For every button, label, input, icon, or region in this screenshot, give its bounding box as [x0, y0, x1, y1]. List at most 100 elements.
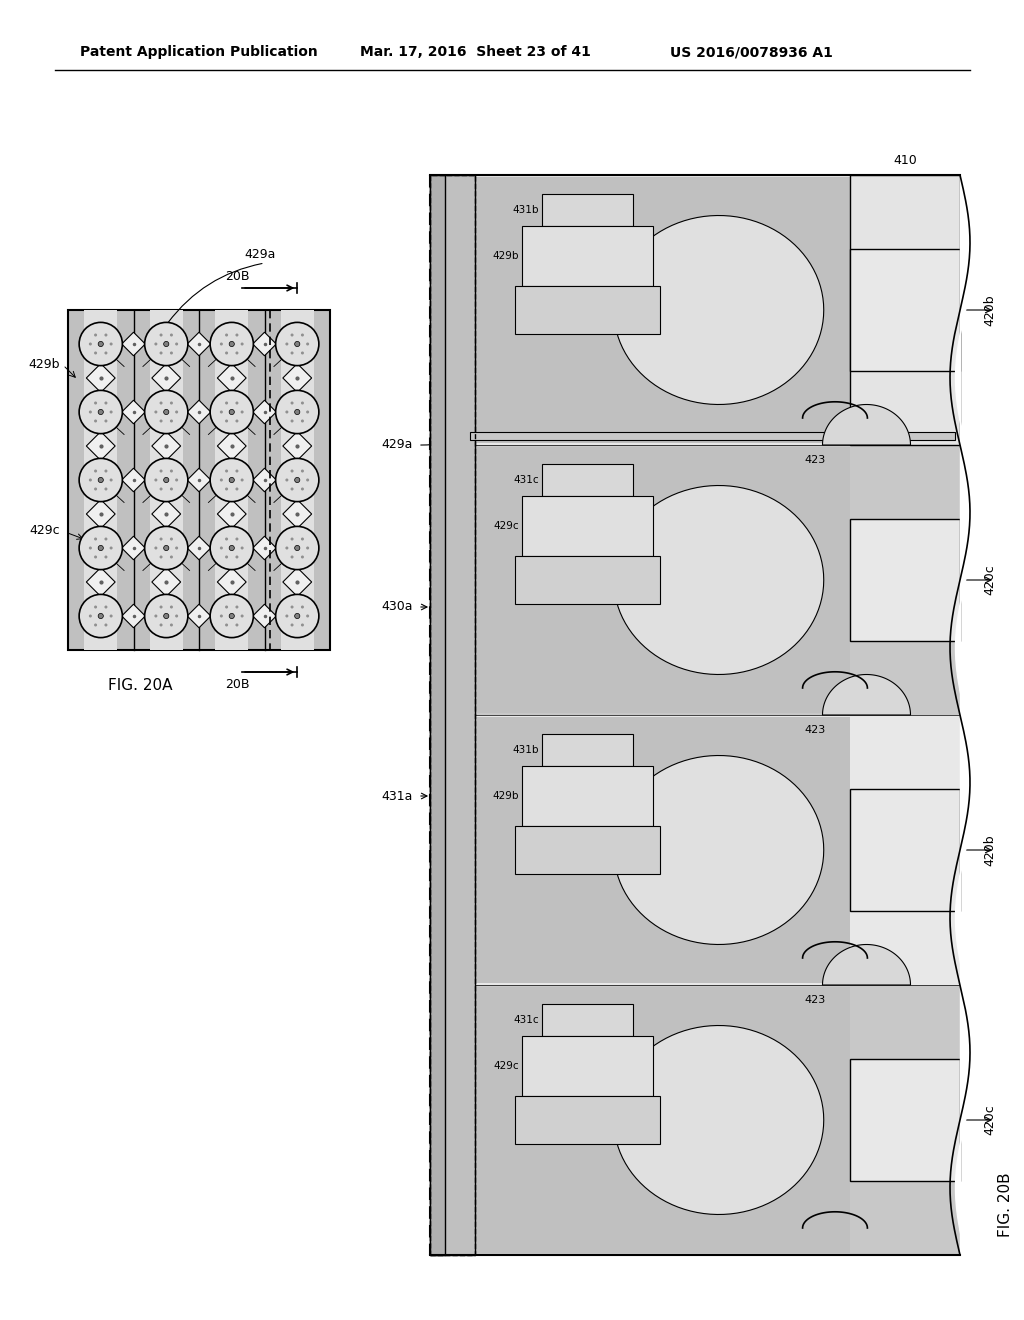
- Circle shape: [210, 322, 253, 366]
- Polygon shape: [283, 432, 311, 461]
- Circle shape: [170, 470, 173, 473]
- Circle shape: [220, 411, 223, 413]
- Circle shape: [144, 391, 187, 433]
- Polygon shape: [122, 605, 145, 628]
- Circle shape: [170, 537, 173, 540]
- Polygon shape: [122, 469, 145, 492]
- Circle shape: [295, 614, 300, 619]
- Circle shape: [160, 623, 163, 627]
- Text: 420a: 420a: [695, 284, 722, 293]
- Circle shape: [229, 478, 234, 483]
- Bar: [84, 310, 117, 649]
- Polygon shape: [86, 432, 115, 461]
- Text: Patent Application Publication: Patent Application Publication: [80, 45, 317, 59]
- Circle shape: [94, 470, 97, 473]
- Text: FIG. 20B: FIG. 20B: [997, 1172, 1013, 1237]
- Circle shape: [301, 420, 304, 422]
- Bar: [515, 285, 659, 334]
- Circle shape: [89, 342, 92, 346]
- Circle shape: [98, 342, 103, 347]
- Bar: [281, 310, 313, 649]
- Circle shape: [236, 623, 239, 627]
- Polygon shape: [253, 536, 276, 560]
- Circle shape: [94, 537, 97, 540]
- Circle shape: [225, 556, 228, 558]
- Circle shape: [94, 623, 97, 627]
- Bar: [850, 249, 961, 371]
- Circle shape: [160, 537, 163, 540]
- Circle shape: [220, 615, 223, 618]
- Circle shape: [170, 334, 173, 337]
- Circle shape: [306, 478, 309, 482]
- Bar: [430, 176, 445, 1255]
- Text: WL: WL: [900, 572, 910, 589]
- Circle shape: [275, 391, 318, 433]
- Circle shape: [301, 401, 304, 404]
- Circle shape: [225, 487, 228, 491]
- Circle shape: [220, 478, 223, 482]
- Text: WL: WL: [900, 301, 910, 318]
- Text: Mar. 17, 2016  Sheet 23 of 41: Mar. 17, 2016 Sheet 23 of 41: [360, 45, 591, 59]
- Circle shape: [164, 545, 169, 550]
- Circle shape: [98, 614, 103, 619]
- Polygon shape: [822, 675, 910, 715]
- Polygon shape: [822, 404, 910, 445]
- Text: 20B: 20B: [225, 269, 250, 282]
- Polygon shape: [152, 499, 180, 528]
- Polygon shape: [86, 499, 115, 528]
- Polygon shape: [187, 400, 211, 424]
- Circle shape: [104, 556, 108, 558]
- Circle shape: [286, 615, 289, 618]
- Circle shape: [225, 334, 228, 337]
- Text: 410: 410: [893, 153, 916, 166]
- Circle shape: [210, 458, 253, 502]
- Circle shape: [160, 334, 163, 337]
- Circle shape: [164, 409, 169, 414]
- Circle shape: [160, 606, 163, 609]
- Circle shape: [160, 420, 163, 422]
- Circle shape: [144, 458, 187, 502]
- Circle shape: [170, 487, 173, 491]
- Circle shape: [160, 556, 163, 558]
- Circle shape: [170, 606, 173, 609]
- Circle shape: [236, 606, 239, 609]
- Circle shape: [225, 606, 228, 609]
- Bar: [542, 463, 634, 496]
- Circle shape: [241, 342, 244, 346]
- Circle shape: [275, 322, 318, 366]
- Circle shape: [170, 623, 173, 627]
- Circle shape: [286, 411, 289, 413]
- Polygon shape: [122, 333, 145, 356]
- Circle shape: [94, 556, 97, 558]
- Circle shape: [79, 322, 122, 366]
- Bar: [150, 310, 182, 649]
- Circle shape: [98, 409, 103, 414]
- Circle shape: [94, 606, 97, 609]
- Text: 429c: 429c: [494, 521, 519, 531]
- Circle shape: [110, 615, 113, 618]
- Circle shape: [225, 420, 228, 422]
- Circle shape: [225, 351, 228, 355]
- Circle shape: [104, 606, 108, 609]
- Polygon shape: [187, 333, 211, 356]
- Circle shape: [98, 478, 103, 483]
- Bar: [850, 1059, 961, 1181]
- Polygon shape: [613, 1026, 823, 1214]
- Bar: [850, 176, 961, 445]
- Bar: [430, 176, 475, 1255]
- Circle shape: [110, 342, 113, 346]
- Bar: [430, 445, 961, 715]
- Text: 429b: 429b: [29, 359, 60, 371]
- Circle shape: [291, 401, 294, 404]
- Circle shape: [301, 351, 304, 355]
- Circle shape: [175, 478, 178, 482]
- Circle shape: [225, 623, 228, 627]
- Circle shape: [275, 458, 318, 502]
- Text: 420c: 420c: [983, 1105, 996, 1135]
- Circle shape: [155, 411, 158, 413]
- Polygon shape: [122, 536, 145, 560]
- Bar: [475, 717, 850, 983]
- Circle shape: [89, 546, 92, 549]
- Bar: [522, 1036, 653, 1096]
- Circle shape: [301, 623, 304, 627]
